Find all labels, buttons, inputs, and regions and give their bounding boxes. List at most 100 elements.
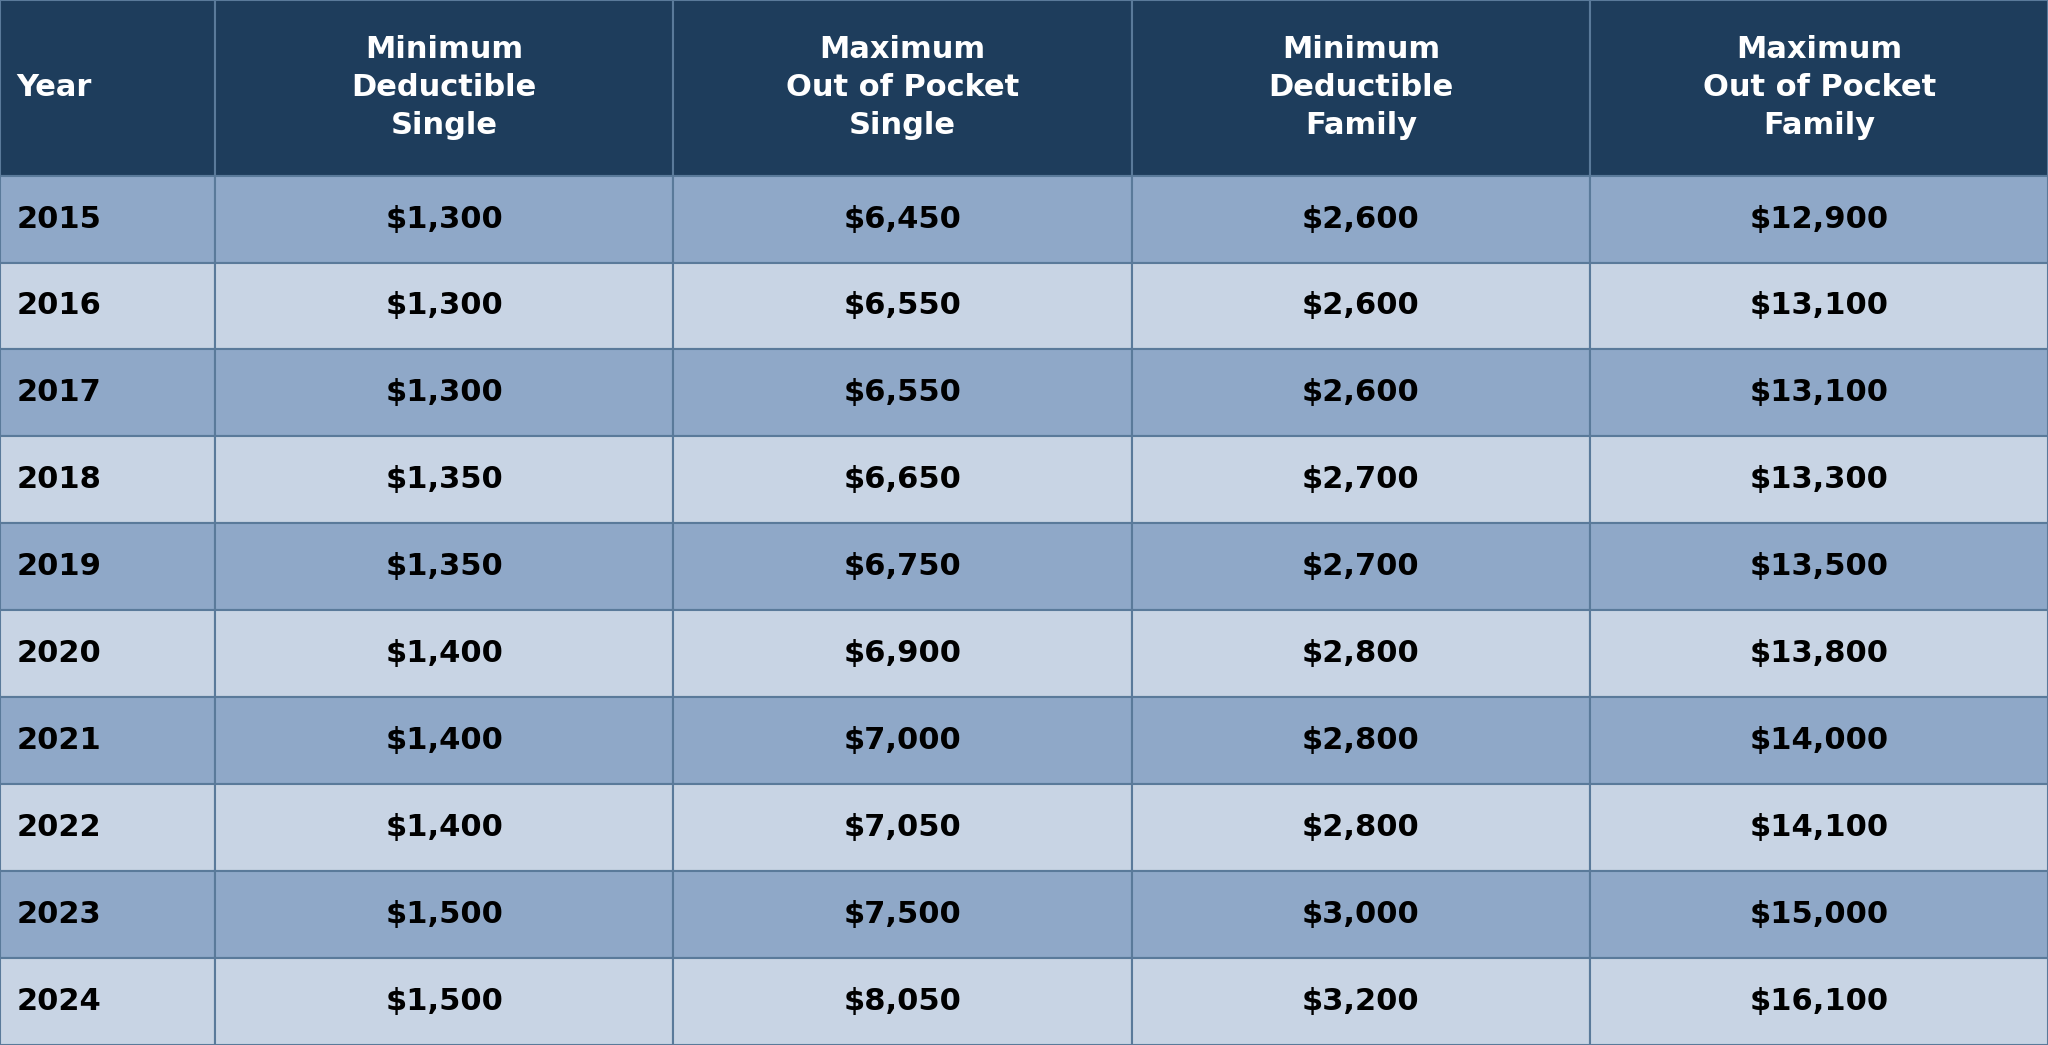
Text: $1,350: $1,350 [385, 553, 504, 581]
Bar [0, 872, 215, 958]
Text: $13,100: $13,100 [1749, 378, 1888, 408]
Bar [1589, 0, 2048, 176]
Text: $3,200: $3,200 [1303, 988, 1419, 1016]
Text: 2017: 2017 [16, 378, 100, 408]
Bar [215, 437, 674, 524]
Text: 2020: 2020 [16, 640, 100, 668]
Text: $3,000: $3,000 [1303, 900, 1419, 929]
Text: 2015: 2015 [16, 205, 100, 233]
Text: $14,100: $14,100 [1749, 813, 1888, 842]
Bar [674, 524, 1133, 610]
Text: $2,800: $2,800 [1303, 813, 1419, 842]
Bar [1589, 610, 2048, 697]
Bar [1589, 437, 2048, 524]
Bar [1589, 262, 2048, 349]
Text: 2024: 2024 [16, 988, 100, 1016]
Bar [1589, 784, 2048, 872]
Bar [1589, 958, 2048, 1045]
Text: $7,050: $7,050 [844, 813, 961, 842]
Bar [1133, 176, 1589, 262]
Bar [215, 958, 674, 1045]
Text: $14,000: $14,000 [1749, 726, 1888, 756]
Text: $6,450: $6,450 [844, 205, 961, 233]
Text: 2019: 2019 [16, 553, 102, 581]
Text: Minimum
Deductible
Single: Minimum Deductible Single [352, 36, 537, 140]
Bar [674, 610, 1133, 697]
Text: $2,800: $2,800 [1303, 726, 1419, 756]
Bar [1589, 697, 2048, 784]
Text: $1,300: $1,300 [385, 292, 504, 321]
Text: $15,000: $15,000 [1749, 900, 1888, 929]
Bar [1133, 784, 1589, 872]
Bar [1133, 610, 1589, 697]
Bar [215, 610, 674, 697]
Bar [674, 176, 1133, 262]
Bar [0, 262, 215, 349]
Text: Year: Year [16, 73, 92, 102]
Bar [215, 872, 674, 958]
Bar [674, 872, 1133, 958]
Text: $1,400: $1,400 [385, 726, 504, 756]
Text: $1,500: $1,500 [385, 900, 504, 929]
Text: $2,700: $2,700 [1303, 553, 1419, 581]
Bar [674, 958, 1133, 1045]
Bar [215, 262, 674, 349]
Bar [0, 0, 215, 176]
Text: $12,900: $12,900 [1749, 205, 1888, 233]
Bar [0, 958, 215, 1045]
Bar [0, 610, 215, 697]
Text: $8,050: $8,050 [844, 988, 961, 1016]
Bar [0, 697, 215, 784]
Text: $2,600: $2,600 [1303, 205, 1419, 233]
Text: $1,400: $1,400 [385, 640, 504, 668]
Bar [674, 349, 1133, 437]
Text: $6,550: $6,550 [844, 292, 961, 321]
Bar [0, 784, 215, 872]
Bar [1133, 437, 1589, 524]
Text: $2,800: $2,800 [1303, 640, 1419, 668]
Text: $2,600: $2,600 [1303, 292, 1419, 321]
Bar [674, 262, 1133, 349]
Bar [1133, 349, 1589, 437]
Text: 2018: 2018 [16, 465, 100, 494]
Bar [1133, 958, 1589, 1045]
Text: 2023: 2023 [16, 900, 100, 929]
Text: Maximum
Out of Pocket
Single: Maximum Out of Pocket Single [786, 36, 1020, 140]
Text: $13,100: $13,100 [1749, 292, 1888, 321]
Bar [1133, 262, 1589, 349]
Text: $1,350: $1,350 [385, 465, 504, 494]
Text: $1,300: $1,300 [385, 378, 504, 408]
Text: $13,800: $13,800 [1749, 640, 1888, 668]
Bar [1589, 349, 2048, 437]
Bar [215, 349, 674, 437]
Text: $6,550: $6,550 [844, 378, 961, 408]
Text: $7,500: $7,500 [844, 900, 961, 929]
Bar [1133, 697, 1589, 784]
Text: $16,100: $16,100 [1749, 988, 1888, 1016]
Bar [215, 176, 674, 262]
Bar [215, 784, 674, 872]
Bar [1589, 176, 2048, 262]
Text: 2016: 2016 [16, 292, 100, 321]
Text: $6,650: $6,650 [844, 465, 961, 494]
Bar [1133, 0, 1589, 176]
Bar [1133, 524, 1589, 610]
Text: $7,000: $7,000 [844, 726, 961, 756]
Text: $6,900: $6,900 [844, 640, 963, 668]
Bar [1589, 872, 2048, 958]
Bar [674, 697, 1133, 784]
Bar [674, 437, 1133, 524]
Text: $2,700: $2,700 [1303, 465, 1419, 494]
Text: $1,400: $1,400 [385, 813, 504, 842]
Bar [0, 524, 215, 610]
Bar [674, 0, 1133, 176]
Bar [0, 176, 215, 262]
Text: Minimum
Deductible
Family: Minimum Deductible Family [1268, 36, 1454, 140]
Text: 2021: 2021 [16, 726, 100, 756]
Text: $1,500: $1,500 [385, 988, 504, 1016]
Bar [215, 0, 674, 176]
Text: $6,750: $6,750 [844, 553, 961, 581]
Bar [0, 437, 215, 524]
Bar [1133, 872, 1589, 958]
Text: $13,300: $13,300 [1749, 465, 1888, 494]
